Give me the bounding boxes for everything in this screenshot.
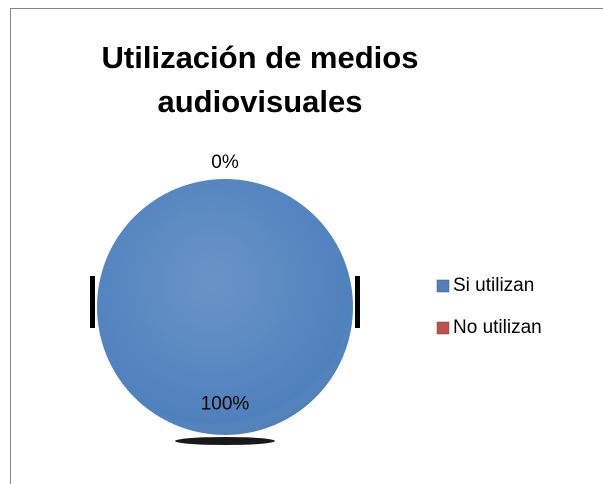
- legend-swatch: [436, 321, 450, 335]
- shadow: [175, 437, 275, 445]
- legend-label: Si utilizan: [453, 275, 534, 296]
- data-label: 100%: [201, 393, 250, 414]
- legend-label: No utilizan: [453, 317, 542, 338]
- chart-title: Utilización de medios audiovisuales: [101, 40, 419, 119]
- chart-border: [10, 8, 603, 484]
- shadow: [90, 276, 95, 328]
- data-label: 0%: [211, 152, 239, 173]
- shadow: [355, 276, 360, 328]
- legend-swatch: [436, 279, 450, 293]
